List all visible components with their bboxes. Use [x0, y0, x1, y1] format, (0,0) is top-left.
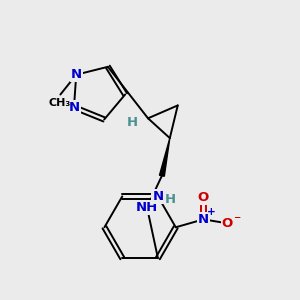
Text: N: N	[68, 101, 80, 114]
Polygon shape	[160, 138, 170, 176]
Text: CH₃: CH₃	[48, 98, 70, 108]
Text: N: N	[152, 190, 164, 203]
Text: N: N	[198, 213, 209, 226]
Text: O: O	[198, 191, 209, 204]
Text: +: +	[207, 207, 216, 218]
Text: NH: NH	[136, 201, 158, 214]
Text: ⁻: ⁻	[233, 213, 241, 227]
Text: N: N	[71, 68, 82, 81]
Text: O: O	[222, 217, 233, 230]
Text: H: H	[127, 116, 138, 129]
Text: H: H	[165, 193, 176, 206]
